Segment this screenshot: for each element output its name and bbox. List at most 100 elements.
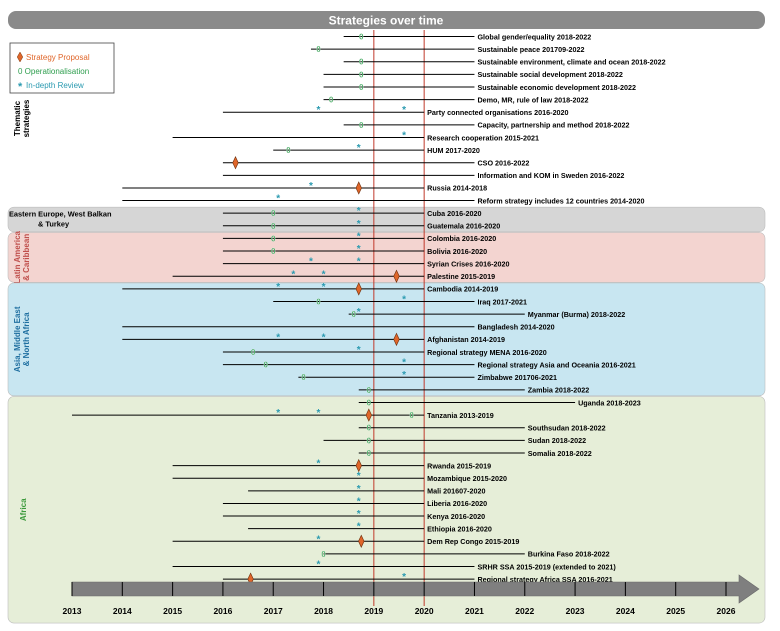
x-tick-label-2017: 2017: [264, 606, 283, 616]
row-ethiopia-2016-2020-label: Ethiopia 2016-2020: [427, 524, 492, 533]
group-label-line: & Turkey: [38, 220, 70, 229]
x-tick-label-2020: 2020: [415, 606, 434, 616]
row-ethiopia-2016-2020-review-marker: *: [357, 522, 361, 533]
row-cambodia-2014-2019-review-marker: *: [276, 282, 280, 293]
group-label-line: strategies: [22, 99, 31, 137]
row-myanmar-burma-2018-2022-label: Myanmar (Burma) 2018-2022: [528, 310, 625, 319]
legend-label-proposal: Strategy Proposal: [26, 53, 90, 62]
row-burkina-faso-2018-2022-label: Burkina Faso 2018-2022: [528, 550, 610, 559]
legend-label-review: In-depth Review: [26, 81, 84, 90]
row-cuba-2016-2020-operationalisation-marker: 0: [271, 209, 276, 218]
row-research-cooperation-2015-2021-label: Research cooperation 2015-2021: [427, 133, 539, 142]
x-tick-label-2022: 2022: [515, 606, 534, 616]
row-iraq-2017-2021-review-marker: *: [402, 295, 406, 306]
chart-title: Strategies over time: [329, 14, 444, 28]
timeline-arrow: [71, 574, 760, 604]
row-party-connected-organisations-2016-2020-review-marker: *: [402, 105, 406, 116]
row-palestine-2015-2019-label: Palestine 2015-2019: [427, 272, 495, 281]
row-regional-strategy-africa-ssa-2016-2021-label: Regional strategy Africa SSA 2016-2021: [477, 575, 612, 584]
row-global-gender-equality-2018-2022-operationalisation-marker: 0: [359, 33, 364, 42]
row-sustainable-economic-development-2018-2022-label: Sustainable economic development 2018-20…: [477, 83, 636, 92]
row-srhr-ssa-2015-2019-extended-to-2021-label: SRHR SSA 2015-2019 (extended to 2021): [477, 562, 616, 571]
row-information-and-kom-in-sweden-2016-2022-label: Information and KOM in Sweden 2016-2022: [477, 171, 624, 180]
row-cso-2016-2022-label: CSO 2016-2022: [477, 159, 529, 168]
group-africa-label: Africa: [19, 498, 28, 521]
reference-lines: [373, 30, 425, 606]
row-regional-strategy-mena-2016-2020-review-marker: *: [357, 345, 361, 356]
row-srhr-ssa-2015-2019-extended-to-2021-review-marker: *: [317, 560, 321, 571]
row-palestine-2015-2019-review-marker: *: [322, 269, 326, 280]
row-colombia-2016-2020-review-marker: *: [357, 231, 361, 242]
row-dem-rep-congo-2015-2019-proposal-marker: [358, 534, 365, 549]
row-colombia-2016-2020-label: Colombia 2016-2020: [427, 234, 496, 243]
legend: Strategy Proposal 0 Operationalisation * In…: [9, 42, 115, 94]
row-russia-2014-2018-label: Russia 2014-2018: [427, 184, 487, 193]
row-reform-strategy-includes-12-countries-2014-2020-review-marker: *: [276, 194, 280, 205]
row-mozambique-2015-2020-label: Mozambique 2015-2020: [427, 474, 507, 483]
x-tick-label-2025: 2025: [666, 606, 685, 616]
row-tanzania-2013-2019-review-marker: *: [276, 408, 280, 419]
row-zimbabwe-201706-2021-review-marker: *: [402, 370, 406, 381]
row-colombia-2016-2020-operationalisation-marker: 0: [271, 234, 276, 243]
row-regional-strategy-africa-ssa-2016-2021-review-marker: *: [402, 572, 406, 583]
row-southsudan-2018-2022-label: Southsudan 2018-2022: [528, 424, 606, 433]
row-zimbabwe-201706-2021-operationalisation-marker: 0: [301, 373, 306, 382]
row-rwanda-2015-2019-review-marker: *: [317, 459, 321, 470]
row-regional-strategy-mena-2016-2020-label: Regional strategy MENA 2016-2020: [427, 348, 547, 357]
title-bar: Strategies over time: [8, 11, 765, 29]
row-cuba-2016-2020-review-marker: *: [357, 206, 361, 217]
row-mali-201607-2020-review-marker: *: [357, 484, 361, 495]
row-rwanda-2015-2019-label: Rwanda 2015-2019: [427, 461, 491, 470]
group-label-line: Asia, Middle East: [13, 306, 22, 372]
row-mozambique-2015-2020-review-marker: *: [357, 471, 361, 482]
legend-star-icon: *: [18, 81, 23, 93]
row-tanzania-2013-2019-label: Tanzania 2013-2019: [427, 411, 494, 420]
group-label-line: & North Africa: [22, 312, 31, 366]
row-uganda-2018-2023-label: Uganda 2018-2023: [578, 398, 641, 407]
x-axis: 2013 2014 2015 2016 2017 2018 2019 2020 2021 2022…: [63, 574, 760, 616]
row-kenya-2016-2020-review-marker: *: [357, 509, 361, 520]
x-tick-label-2024: 2024: [616, 606, 635, 616]
row-regional-strategy-asia-and-oceania-2016-2021-review-marker: *: [402, 358, 406, 369]
x-tick-label-2016: 2016: [213, 606, 232, 616]
row-sustainable-environment-climate-and-ocean-2018-2022-operationalisation-marker: 0: [359, 58, 364, 67]
row-afghanistan-2014-2019-proposal-marker: [393, 332, 400, 347]
row-party-connected-organisations-2016-2020-review-marker: *: [317, 105, 321, 116]
row-syrian-crises-2016-2020-review-marker: *: [309, 257, 313, 268]
row-hum-2017-2020-label: HUM 2017-2020: [427, 146, 480, 155]
row-mali-201607-2020-label: Mali 201607-2020: [427, 487, 485, 496]
row-sustainable-social-development-2018-2022-operationalisation-marker: 0: [359, 70, 364, 79]
x-tick-label-2026: 2026: [717, 606, 736, 616]
x-tick-label-2014: 2014: [113, 606, 132, 616]
row-dem-rep-congo-2015-2019-label: Dem Rep Congo 2015-2019: [427, 537, 519, 546]
row-rwanda-2015-2019-proposal-marker: [355, 458, 362, 473]
row-bolivia-2016-2020-label: Bolivia 2016-2020: [427, 247, 487, 256]
row-cambodia-2014-2019-review-marker: *: [322, 282, 326, 293]
row-tanzania-2013-2019-review-marker: *: [317, 408, 321, 419]
row-regional-strategy-asia-and-oceania-2016-2021-label: Regional strategy Asia and Oceania 2016-…: [477, 360, 635, 369]
group-eastern-europe-west-balkan-turkey-label: Eastern Europe, West Balkan & Turkey: [9, 210, 112, 229]
row-bangladesh-2014-2020-label: Bangladesh 2014-2020: [477, 323, 554, 332]
row-tanzania-2013-2019-operationalisation-marker: 0: [409, 411, 414, 420]
legend-diamond-icon: [16, 51, 24, 63]
row-dem-rep-congo-2015-2019-review-marker: *: [317, 534, 321, 545]
row-somalia-2018-2022-label: Somalia 2018-2022: [528, 449, 592, 458]
row-zambia-2018-2022-operationalisation-marker: 0: [367, 386, 372, 395]
row-tanzania-2013-2019-proposal-marker: [365, 408, 372, 422]
row-sustainable-economic-development-2018-2022-operationalisation-marker: 0: [359, 83, 364, 92]
row-sustainable-environment-climate-and-ocean-2018-2022-label: Sustainable environment, climate and oce…: [477, 58, 665, 67]
row-regional-strategy-mena-2016-2020-operationalisation-marker: 0: [251, 348, 256, 357]
row-sustainable-social-development-2018-2022-label: Sustainable social development 2018-2022: [477, 70, 622, 79]
row-demo-mr-rule-of-law-2018-2022-label: Demo, MR, rule of law 2018-2022: [477, 95, 588, 104]
row-afghanistan-2014-2019-review-marker: *: [276, 332, 280, 343]
row-regional-strategy-asia-and-oceania-2016-2021-operationalisation-marker: 0: [263, 361, 268, 370]
row-capacity-partnership-and-method-2018-2022-label: Capacity, partnership and method 2018-20…: [477, 121, 629, 130]
row-liberia-2016-2020-review-marker: *: [357, 496, 361, 507]
group-label-line: Eastern Europe, West Balkan: [9, 210, 112, 219]
row-iraq-2017-2021-operationalisation-marker: 0: [316, 298, 321, 307]
group-label-line: Africa: [19, 498, 28, 521]
group-latin-america-caribbean-label: Latin America& Caribbean: [13, 230, 31, 283]
row-sudan-2018-2022-label: Sudan 2018-2022: [528, 436, 586, 445]
row-guatemala-2016-2020-review-marker: *: [357, 219, 361, 230]
